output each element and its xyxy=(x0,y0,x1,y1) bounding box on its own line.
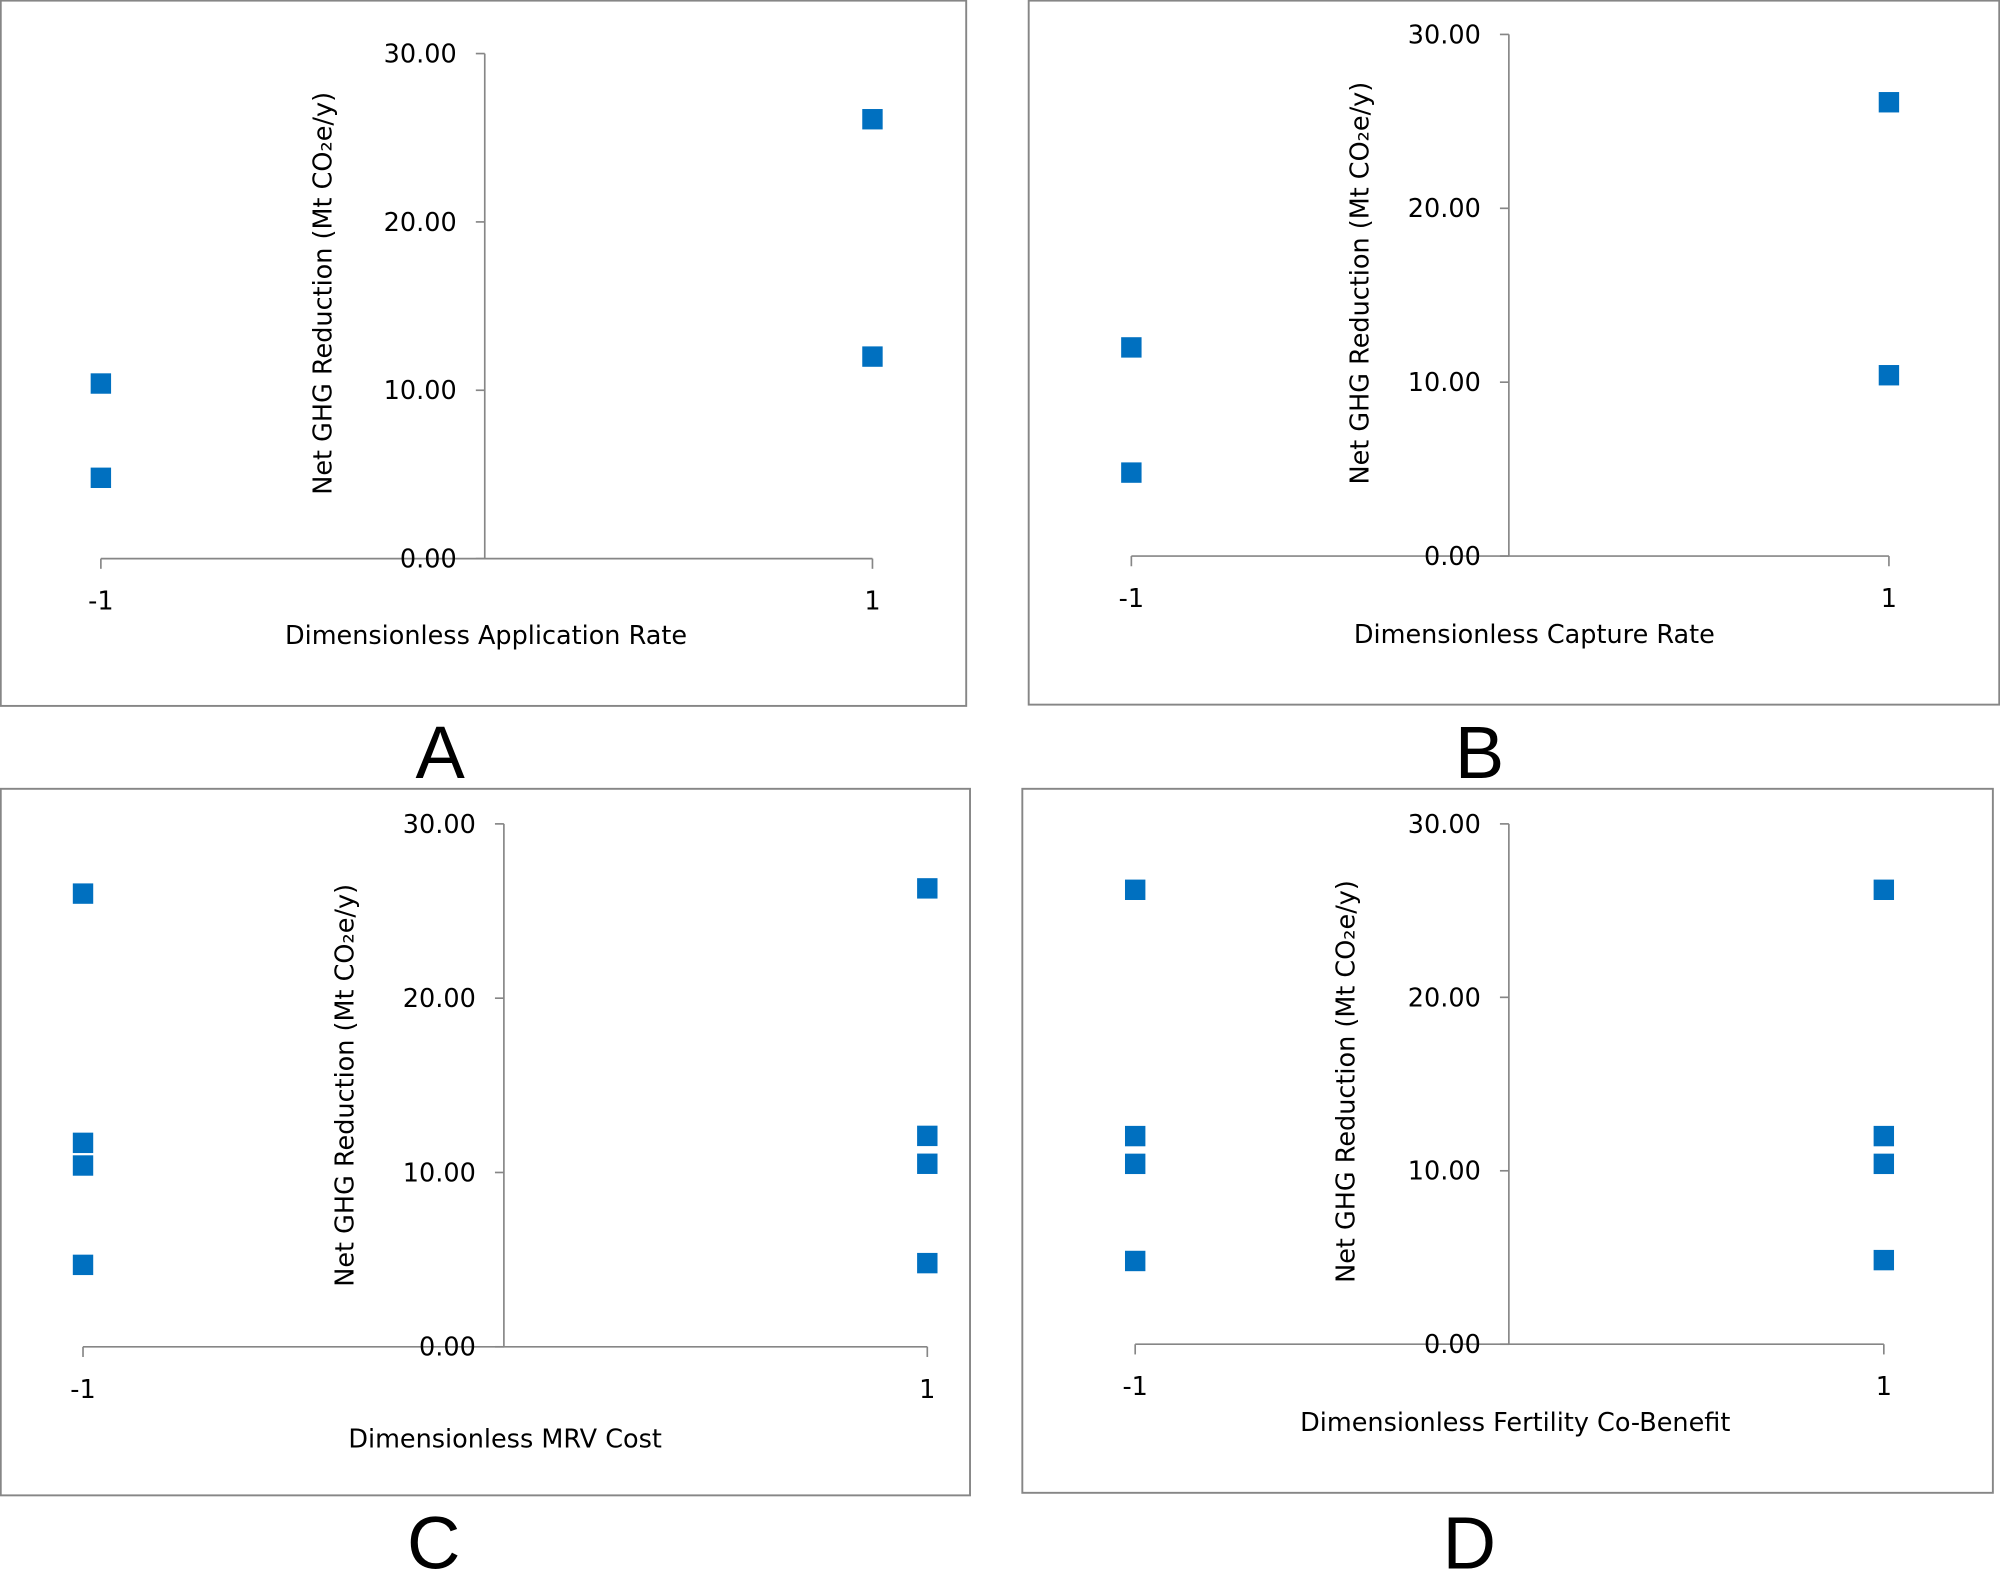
chart-panel-d: 0.00 10.00 20.00 30.00 -1 1 Net GHG Reduction … xyxy=(1021,787,1994,1494)
panel-label: D xyxy=(1443,1502,1496,1584)
data-point xyxy=(72,1155,94,1176)
chart-border xyxy=(1021,787,1994,1494)
y-tick-label: 0.00 xyxy=(1424,1330,1481,1360)
data-point xyxy=(90,373,112,394)
data-point xyxy=(72,1132,94,1154)
x-tick-label: 1 xyxy=(919,1375,935,1405)
y-tick-label: 30.00 xyxy=(403,810,476,840)
data-point xyxy=(72,883,94,904)
y-tick-label: 30.00 xyxy=(1408,810,1481,840)
chart-panel-b: 0.00 10.00 20.00 30.00 -1 1 Net GHG Reduction … xyxy=(1027,0,2000,706)
data-point xyxy=(1878,92,1900,113)
data-point xyxy=(1873,879,1895,900)
x-tick-label: -1 xyxy=(1122,1372,1147,1402)
data-point xyxy=(917,878,938,899)
data-point xyxy=(917,1153,938,1174)
y-tick-label: 20.00 xyxy=(384,208,457,238)
data-point xyxy=(862,346,883,367)
chart-border xyxy=(1027,0,2000,706)
x-axis-label: Dimensionless Application Rate xyxy=(285,621,687,651)
data-point xyxy=(917,1125,938,1147)
x-tick-label: 1 xyxy=(1881,584,1897,614)
x-axis-label: Dimensionless MRV Cost xyxy=(348,1425,662,1455)
data-point xyxy=(1124,1125,1146,1147)
y-tick-label: 20.00 xyxy=(403,984,476,1014)
y-tick-label: 10.00 xyxy=(1408,368,1481,398)
y-tick-label: 20.00 xyxy=(1408,983,1481,1013)
y-tick-label: 30.00 xyxy=(1408,20,1481,50)
data-point xyxy=(72,1254,94,1276)
x-tick-label: 1 xyxy=(1876,1372,1892,1402)
data-point xyxy=(1873,1249,1895,1271)
panel-label: B xyxy=(1455,711,1504,794)
y-axis-label: Net GHG Reduction (Mt CO₂e/y) xyxy=(309,92,339,495)
x-tick-label: -1 xyxy=(70,1375,95,1405)
panel-label: A xyxy=(415,711,465,794)
chart-panel-a: 0.00 10.00 20.00 30.00 -1 1 Net GHG Reduction … xyxy=(0,0,968,707)
y-tick-label: 0.00 xyxy=(419,1333,476,1363)
data-point xyxy=(1873,1153,1895,1175)
x-axis-label: Dimensionless Capture Rate xyxy=(1354,620,1715,650)
y-tick-label: 20.00 xyxy=(1408,194,1481,224)
panel-label: C xyxy=(407,1502,460,1584)
y-tick-label: 10.00 xyxy=(384,376,457,406)
data-point xyxy=(1873,1125,1895,1147)
data-point xyxy=(1124,879,1146,900)
x-axis-label: Dimensionless Fertility Co-Benefit xyxy=(1300,1408,1730,1438)
x-tick-label: -1 xyxy=(1119,584,1144,614)
y-axis-label: Net GHG Reduction (Mt CO₂e/y) xyxy=(1332,880,1362,1283)
data-point xyxy=(1878,365,1900,386)
y-tick-label: 0.00 xyxy=(400,545,457,575)
chart-border xyxy=(0,787,971,1497)
data-point xyxy=(862,109,883,130)
y-tick-label: 30.00 xyxy=(384,39,457,69)
data-point xyxy=(1124,1153,1146,1175)
x-tick-label: -1 xyxy=(88,587,113,617)
y-tick-label: 10.00 xyxy=(1408,1157,1481,1187)
y-axis-label: Net GHG Reduction (Mt CO₂e/y) xyxy=(330,884,360,1287)
y-tick-label: 10.00 xyxy=(403,1158,476,1188)
data-point xyxy=(917,1252,938,1274)
x-tick-label: 1 xyxy=(864,587,880,617)
data-point xyxy=(1121,337,1142,358)
chart-border xyxy=(0,0,968,707)
y-tick-label: 0.00 xyxy=(1424,542,1481,572)
chart-panel-c: 0.00 10.00 20.00 30.00 -1 1 Net GHG Reduction … xyxy=(0,787,971,1497)
data-point xyxy=(1121,462,1142,483)
data-point xyxy=(1124,1250,1146,1272)
y-axis-label: Net GHG Reduction (Mt CO₂e/y) xyxy=(1346,82,1376,485)
data-point xyxy=(90,467,112,489)
